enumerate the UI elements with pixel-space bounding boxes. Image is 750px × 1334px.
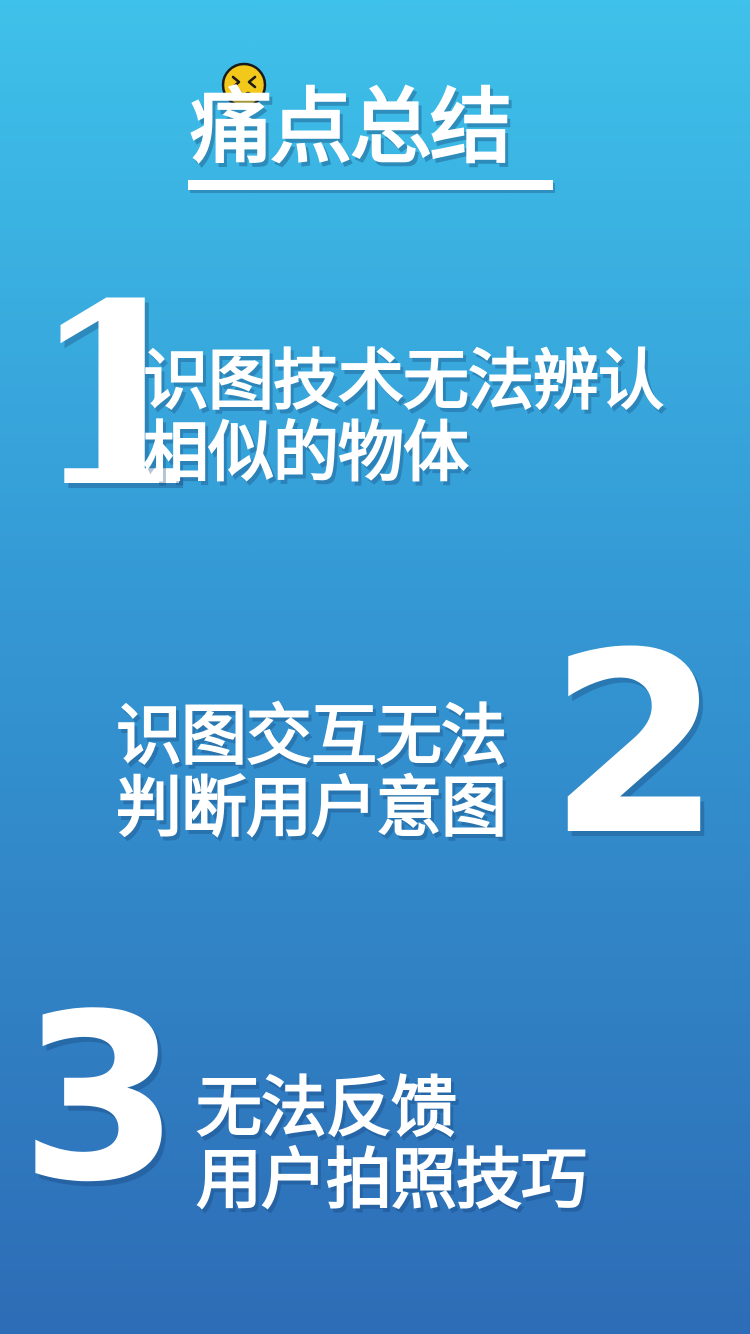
pain-point-3-line-2: 用户拍照技巧 bbox=[196, 1141, 587, 1218]
pain-point-1: 识图技术无法辨认 相似的物体 bbox=[143, 342, 664, 491]
point-number-3: 3 bbox=[20, 966, 181, 1233]
pain-point-2-line-1: 识图交互无法 bbox=[116, 697, 507, 774]
point-number-1: 1 bbox=[30, 248, 204, 542]
pain-point-1-line-1: 识图技术无法辨认 bbox=[143, 342, 664, 419]
title-underline bbox=[188, 180, 553, 190]
pain-point-3: 无法反馈 用户拍照技巧 bbox=[196, 1069, 587, 1218]
page-title: 痛点总结 bbox=[190, 80, 512, 175]
pain-point-3-line-1: 无法反馈 bbox=[196, 1069, 457, 1146]
point-number-2: 2 bbox=[548, 599, 722, 890]
pain-point-2: 识图交互无法 判断用户意图 bbox=[116, 697, 507, 846]
pain-point-1-line-2: 相似的物体 bbox=[143, 414, 469, 491]
dizzy-face-icon bbox=[220, 61, 268, 109]
pain-point-2-line-2: 判断用户意图 bbox=[116, 769, 507, 846]
